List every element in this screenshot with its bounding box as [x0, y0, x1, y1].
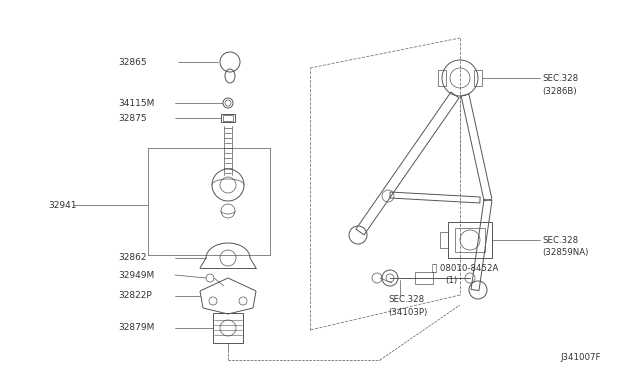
Text: SEC.328: SEC.328 [388, 295, 424, 305]
Bar [455, 228, 485, 252]
Bar [415, 272, 433, 284]
Text: 34115M: 34115M [118, 99, 154, 108]
Bar [438, 70, 446, 86]
Bar [221, 114, 235, 122]
Text: 32949M: 32949M [118, 270, 154, 279]
Text: 32879M: 32879M [118, 324, 154, 333]
Text: SEC.328: SEC.328 [542, 74, 578, 83]
Text: SEC.328: SEC.328 [542, 235, 578, 244]
Text: (34103P): (34103P) [388, 308, 428, 317]
Bar [448, 222, 492, 258]
Text: Ⓑ 08010-8452A: Ⓑ 08010-8452A [432, 263, 499, 273]
Bar [213, 313, 243, 343]
Text: 32822P: 32822P [118, 292, 152, 301]
Bar [440, 232, 448, 248]
Text: (3286B): (3286B) [542, 87, 577, 96]
Bar [223, 115, 233, 121]
Text: 32862: 32862 [118, 253, 147, 263]
Bar [474, 70, 482, 86]
Text: 32941: 32941 [48, 201, 77, 209]
Text: (32859NA): (32859NA) [542, 248, 588, 257]
Text: (1): (1) [445, 276, 457, 285]
Text: 32865: 32865 [118, 58, 147, 67]
Text: 32875: 32875 [118, 113, 147, 122]
Text: J341007F: J341007F [560, 353, 600, 362]
